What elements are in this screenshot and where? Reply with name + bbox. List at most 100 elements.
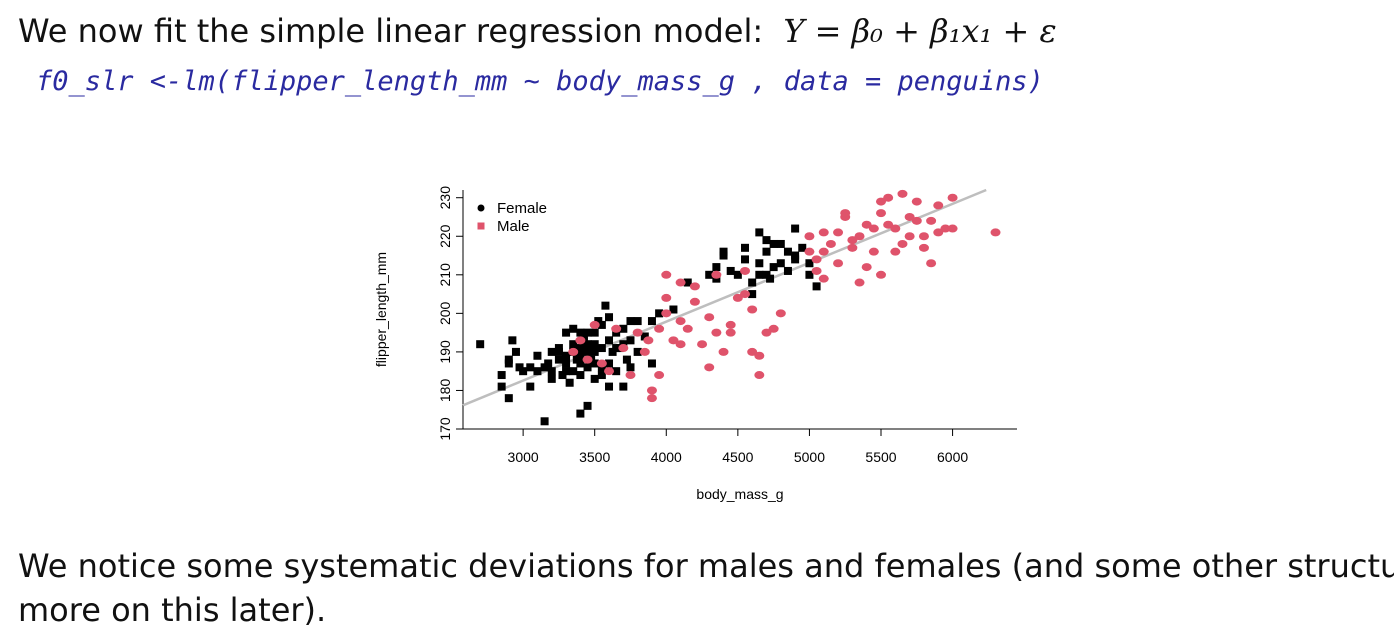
point-male: [804, 232, 815, 241]
point-male: [768, 324, 779, 333]
point-female: [619, 382, 628, 391]
x-tick-label: 4000: [651, 449, 682, 465]
point-female: [565, 378, 574, 387]
point-male: [754, 351, 765, 360]
point-male: [704, 363, 715, 372]
chart-points: [476, 189, 1001, 426]
point-male: [643, 336, 654, 345]
point-female: [590, 359, 599, 368]
regression-line-group: [462, 188, 987, 407]
point-male: [833, 228, 844, 237]
x-tick-label: 4500: [722, 449, 753, 465]
y-axis-label: flipper_length_mm: [373, 252, 389, 367]
point-male: [847, 236, 858, 245]
point-male: [646, 394, 657, 403]
point-female: [776, 259, 785, 268]
point-female: [647, 359, 656, 368]
point-male: [876, 209, 887, 218]
point-female: [504, 359, 513, 368]
point-male: [668, 336, 679, 345]
point-male: [675, 340, 686, 349]
point-male: [639, 347, 650, 356]
point-female: [562, 367, 571, 376]
point-male: [568, 347, 579, 356]
point-male: [632, 328, 643, 337]
point-male: [904, 232, 915, 241]
y-tick-label: 220: [437, 224, 453, 248]
point-female: [683, 278, 692, 287]
point-male: [847, 243, 858, 252]
point-male: [897, 189, 908, 198]
point-male: [940, 224, 951, 233]
point-male: [747, 347, 758, 356]
x-tick-label: 6000: [937, 449, 968, 465]
y-tick-label: 190: [437, 340, 453, 364]
y-tick-label: 210: [437, 263, 453, 287]
point-female: [583, 347, 592, 356]
point-female: [805, 259, 814, 268]
point-male: [926, 259, 937, 268]
legend-marker-male: [477, 222, 485, 230]
point-male: [911, 197, 922, 206]
point-female: [547, 374, 556, 383]
x-tick-label: 5000: [794, 449, 825, 465]
point-male: [589, 320, 600, 329]
point-female: [576, 328, 585, 337]
point-male: [675, 317, 686, 326]
point-male: [926, 216, 937, 225]
legend-label-male: Male: [497, 218, 530, 235]
point-female: [622, 355, 631, 364]
regression-line: [462, 188, 987, 407]
point-female: [748, 278, 757, 287]
point-female: [576, 351, 585, 360]
slide-heading: We now fit the simple linear regression …: [18, 12, 1057, 50]
point-female: [605, 336, 614, 345]
point-male: [918, 243, 929, 252]
point-female: [597, 320, 606, 329]
point-female: [597, 371, 606, 380]
point-female: [769, 263, 778, 272]
y-tick-label: 230: [437, 186, 453, 210]
point-female: [583, 363, 592, 372]
point-female: [805, 270, 814, 279]
chart-axes: 3000 3500 4000 4500 5000 5500 6000 170 180 190 200…: [373, 186, 1017, 502]
point-male: [818, 274, 829, 283]
point-female: [633, 317, 642, 326]
point-male: [883, 193, 894, 202]
point-male: [911, 216, 922, 225]
point-female: [590, 374, 599, 383]
point-male: [840, 209, 851, 218]
point-female: [601, 301, 610, 310]
point-male: [947, 224, 958, 233]
point-male: [711, 270, 722, 279]
point-female: [547, 367, 556, 376]
point-female: [590, 340, 599, 349]
legend-marker-female: [477, 204, 485, 212]
point-female: [612, 344, 621, 353]
point-female: [755, 259, 764, 268]
point-male: [818, 247, 829, 256]
point-male: [811, 255, 822, 264]
point-female: [576, 409, 585, 418]
point-male: [811, 266, 822, 275]
point-female: [576, 344, 585, 353]
point-male: [740, 290, 751, 299]
point-female: [511, 347, 520, 356]
point-male: [947, 193, 958, 202]
point-male: [897, 239, 908, 248]
point-female: [755, 270, 764, 279]
point-female: [583, 401, 592, 410]
point-female: [647, 317, 656, 326]
y-tick-label: 200: [437, 301, 453, 325]
point-male: [725, 320, 736, 329]
point-female: [562, 351, 571, 360]
point-male: [890, 247, 901, 256]
point-female: [605, 313, 614, 322]
point-male: [725, 328, 736, 337]
point-male: [689, 297, 700, 306]
y-tick-label: 170: [437, 417, 453, 441]
x-tick-label: 3000: [508, 449, 539, 465]
point-female: [526, 382, 535, 391]
model-formula: Y = β₀ + β₁x₁ + ε: [783, 12, 1057, 50]
